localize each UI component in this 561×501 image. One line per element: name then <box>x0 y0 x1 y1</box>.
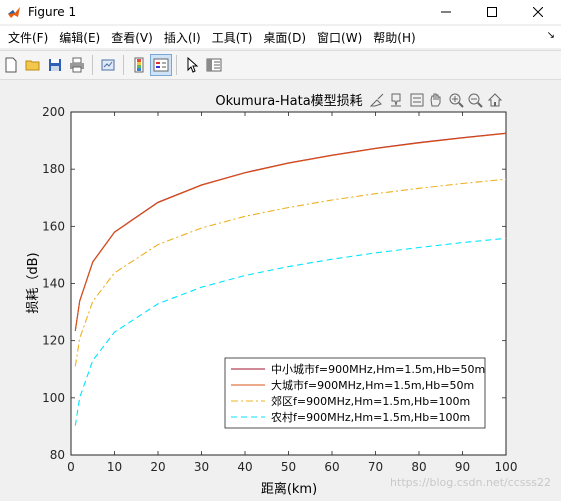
zoom-out-icon <box>468 93 483 108</box>
property-inspector-button[interactable] <box>203 54 225 76</box>
series-line-1 <box>74 132 507 331</box>
x-tick-label: 20 <box>150 460 165 474</box>
zoom-out-button[interactable] <box>468 93 483 108</box>
x-tick-label: 50 <box>281 460 296 474</box>
y-tick-label: 160 <box>42 219 65 233</box>
print-icon <box>70 57 84 73</box>
toolbar-separator <box>123 55 124 75</box>
x-tick-label: 90 <box>455 460 470 474</box>
insert-legend-icon <box>153 58 169 72</box>
brush-icon <box>369 93 384 107</box>
new-figure-icon <box>5 57 17 73</box>
x-tick-label: 70 <box>368 460 383 474</box>
series-line-2 <box>74 178 507 367</box>
x-tick-label: 0 <box>67 460 75 474</box>
legend-label-0: 中小城市f=900MHz,Hm=1.5m,Hb=50m <box>271 362 485 376</box>
menu-file[interactable]: 文件(F) <box>8 30 49 45</box>
pan-hand-icon <box>430 93 441 107</box>
insert-colorbar-icon <box>134 57 144 73</box>
y-tick-label: 180 <box>42 162 65 176</box>
datatip-button[interactable] <box>391 93 401 107</box>
menu-window[interactable]: 窗口(W) <box>317 30 363 45</box>
y-tick-label: 80 <box>50 448 65 462</box>
menu-desktop[interactable]: 桌面(D) <box>263 30 307 45</box>
close-button[interactable] <box>515 0 561 24</box>
insert-colorbar-button[interactable] <box>128 54 150 76</box>
insert-legend-button[interactable] <box>150 54 172 76</box>
x-axis-label: 距离(km) <box>261 481 317 497</box>
menu-edit[interactable]: 编辑(E) <box>59 30 101 45</box>
toolbar-separator <box>92 55 93 75</box>
x-tick-label: 30 <box>194 460 209 474</box>
y-tick-label: 140 <box>42 277 65 291</box>
menu-dock-arrow-icon[interactable]: ↘ <box>546 30 555 41</box>
y-tick-label: 120 <box>42 334 65 348</box>
menu-view[interactable]: 查看(V) <box>111 30 153 45</box>
x-tick-label: 100 <box>495 460 518 474</box>
legend-toggle-button[interactable] <box>410 93 424 107</box>
legend-label-2: 郊区f=900MHz,Hm=1.5m,Hb=100m <box>271 395 470 408</box>
menu-insert[interactable]: 插入(I) <box>163 30 201 45</box>
zoom-in-button[interactable] <box>449 93 464 108</box>
print-button[interactable] <box>66 54 88 76</box>
menu-tools[interactable]: 工具(T) <box>211 30 253 45</box>
window-titlebar: Figure 1 <box>0 0 561 24</box>
open-file-button[interactable] <box>22 54 44 76</box>
close-icon <box>533 7 543 17</box>
save-icon <box>49 59 61 71</box>
y-tick-label: 100 <box>42 391 65 405</box>
toolbar-separator <box>176 55 177 75</box>
maximize-icon <box>487 7 497 17</box>
home-button[interactable] <box>487 93 503 107</box>
legend-label-3: 农村f=900MHz,Hm=1.5m,Hb=100m <box>271 410 470 424</box>
minimize-icon <box>441 11 451 13</box>
home-icon <box>487 93 503 107</box>
window-title: Figure 1 <box>28 5 77 19</box>
axis-ticks: 0 10 20 30 40 50 60 70 80 90 100 80 100 120 140 160 180 2… <box>42 105 517 474</box>
y-axis-label: 损耗（dB) <box>26 252 41 313</box>
plot-figure: Okumura-Hata模型损耗 0 10 20 30 40 50 60 70 80 90 100 8… <box>26 93 517 497</box>
save-button[interactable] <box>44 54 66 76</box>
window-controls <box>423 0 561 24</box>
x-tick-label: 80 <box>411 460 426 474</box>
zoom-in-icon <box>449 93 464 108</box>
legend-label-1: 大城市f=900MHz,Hm=1.5m,Hb=50m <box>271 378 474 392</box>
minimize-button[interactable] <box>423 0 469 24</box>
pan-button[interactable] <box>430 93 441 107</box>
series-line-3 <box>74 237 507 426</box>
datatip-icon <box>391 93 401 107</box>
menu-bar: 文件(F) 编辑(E) 查看(V) 插入(I) 工具(T) 桌面(D) 窗口(W… <box>0 26 561 48</box>
watermark-text: https://blog.csdn.net/ccsss22 <box>390 476 551 489</box>
link-plot-button[interactable] <box>97 54 119 76</box>
axes-toolbar <box>369 93 503 108</box>
legend-box <box>224 357 486 429</box>
legend-toggle-icon <box>410 93 424 107</box>
property-inspector-icon <box>206 58 222 72</box>
open-file-icon <box>25 60 40 71</box>
x-tick-label: 40 <box>237 460 252 474</box>
legend[interactable]: 中小城市f=900MHz,Hm=1.5m,Hb=50m 大城市f=900MHz,H… <box>224 357 486 429</box>
y-tick-label: 200 <box>42 105 65 119</box>
pointer-button[interactable] <box>181 54 203 76</box>
series-lines <box>74 132 507 426</box>
figure-toolbar <box>0 50 561 80</box>
x-tick-label: 60 <box>324 460 339 474</box>
chart-title: Okumura-Hata模型损耗 <box>215 94 362 109</box>
link-plot-icon <box>101 59 115 71</box>
pointer-icon <box>187 57 199 73</box>
new-figure-button[interactable] <box>0 54 22 76</box>
brush-button[interactable] <box>369 93 384 107</box>
x-tick-label: 10 <box>107 460 122 474</box>
maximize-button[interactable] <box>469 0 515 24</box>
matlab-icon <box>8 7 20 18</box>
menu-help[interactable]: 帮助(H) <box>373 30 416 45</box>
